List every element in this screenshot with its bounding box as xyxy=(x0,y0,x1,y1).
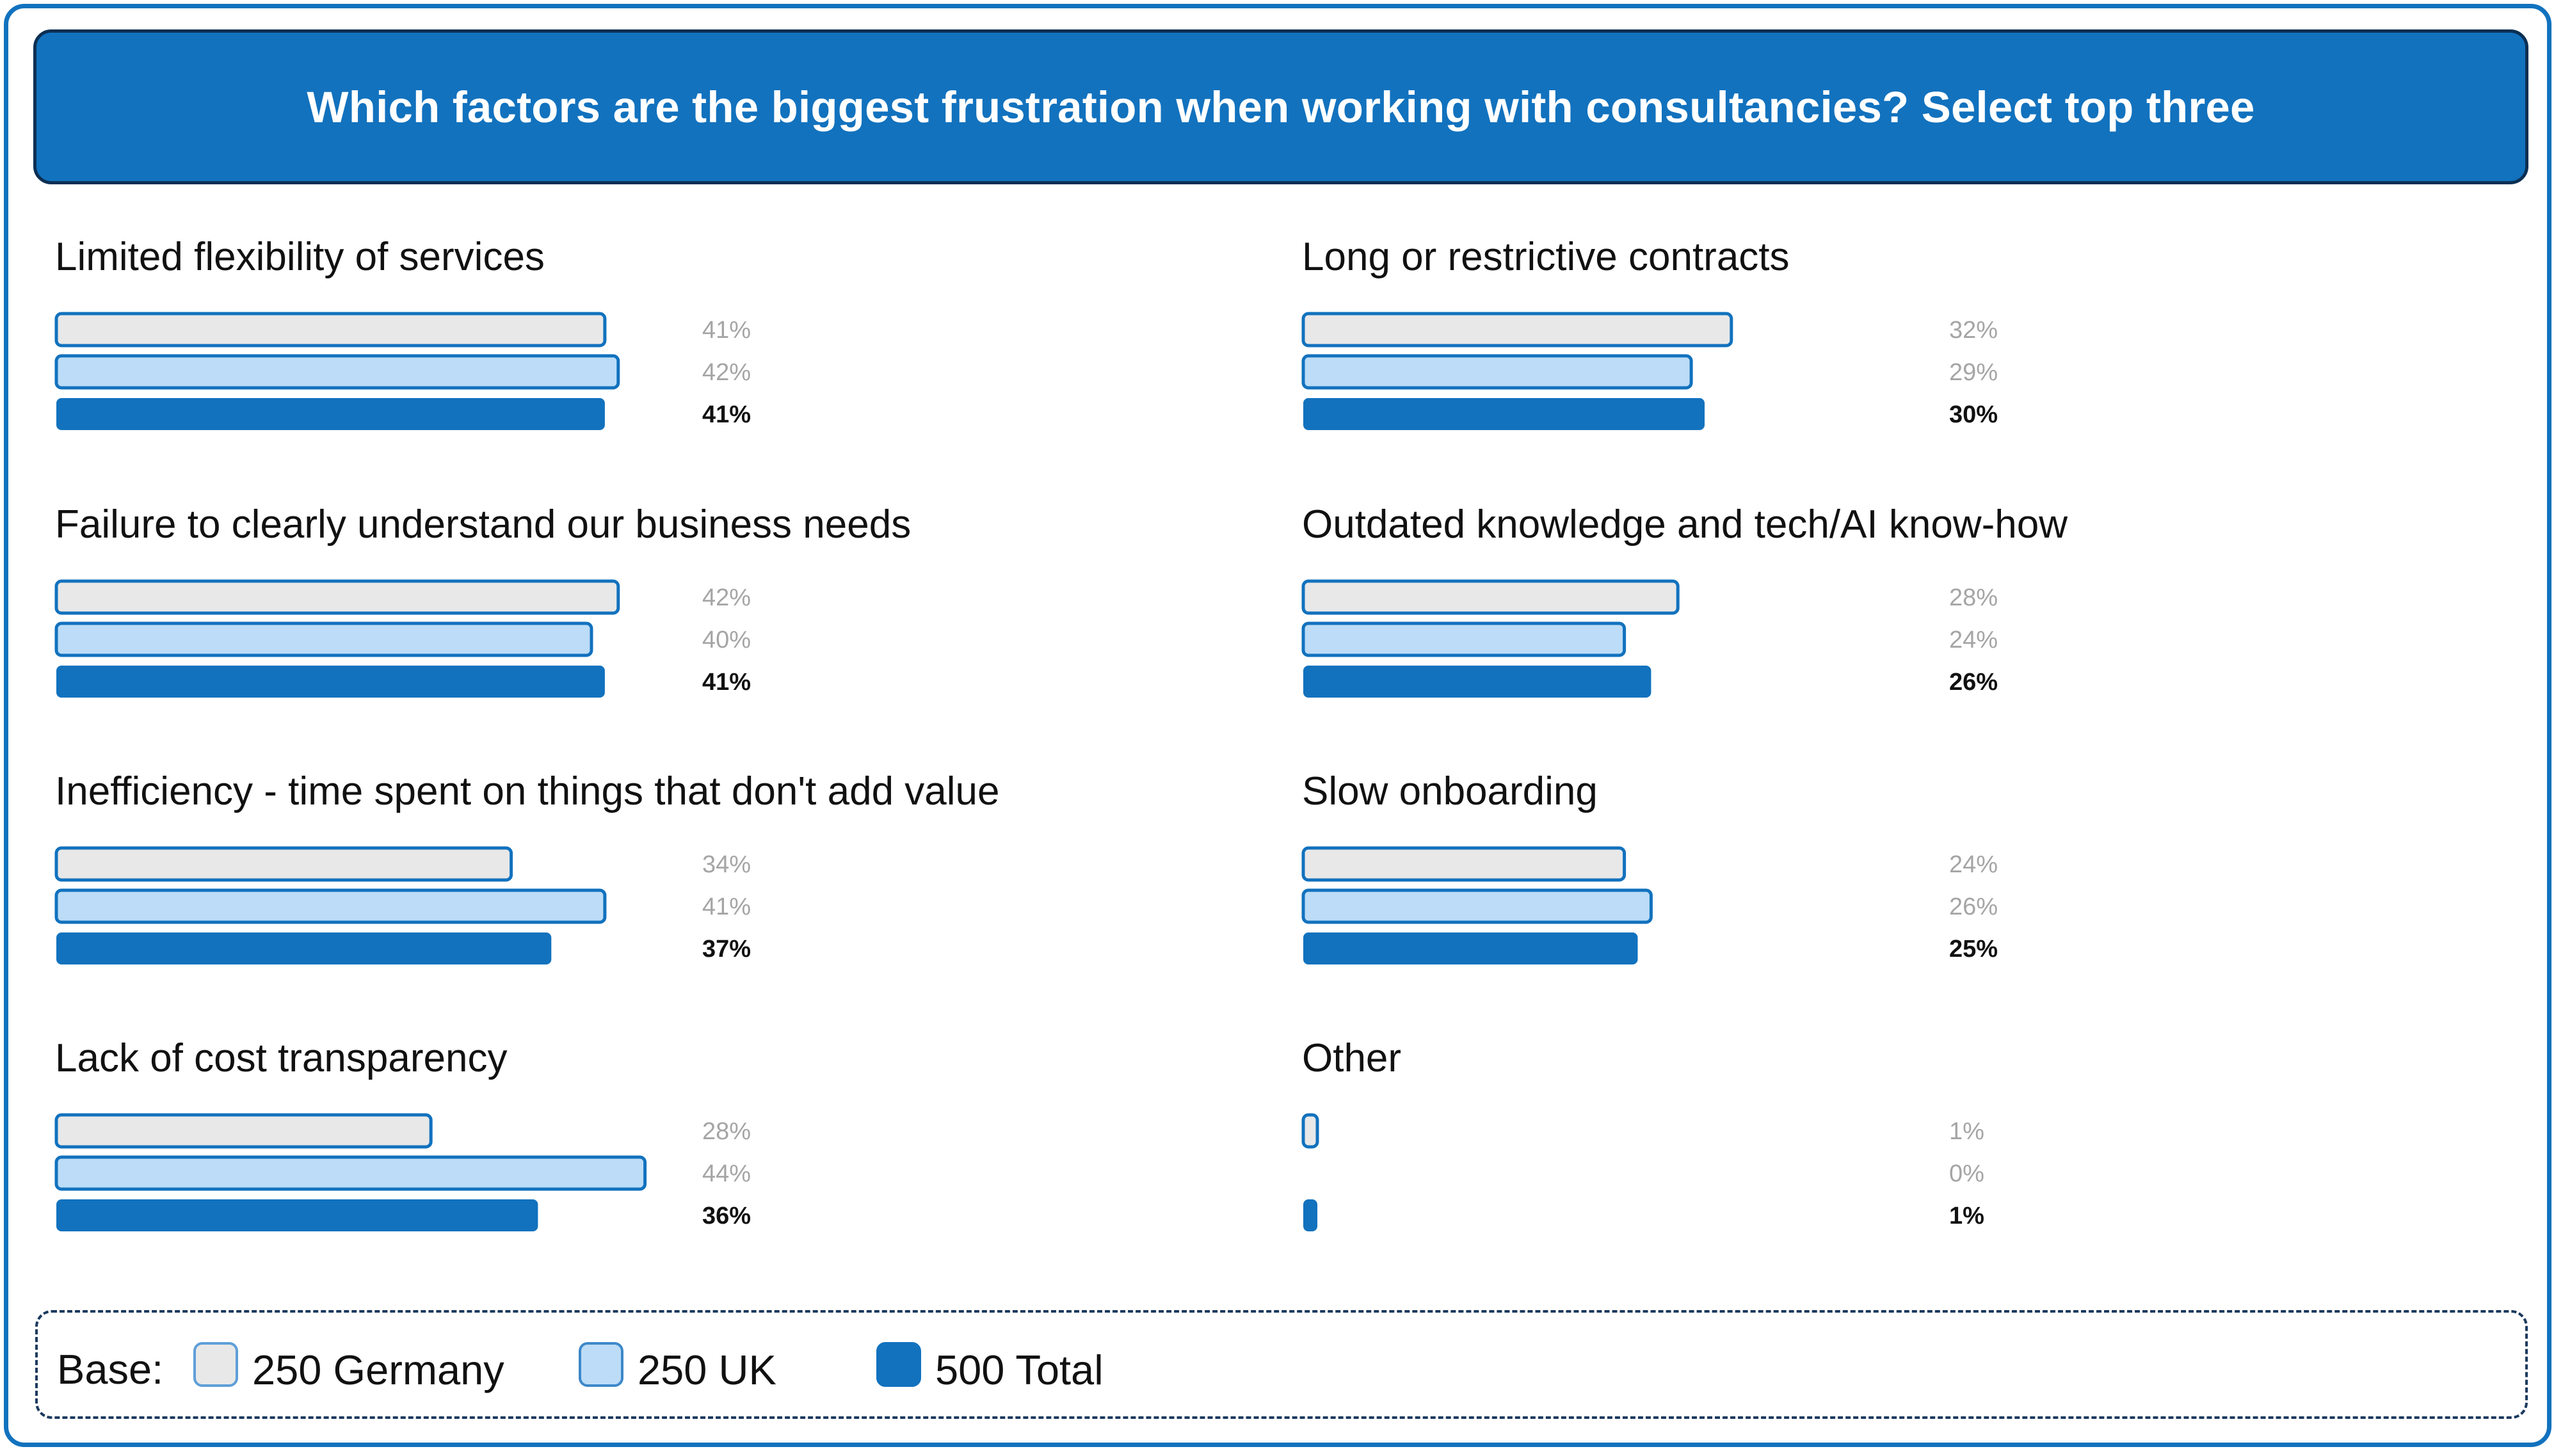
bar-total xyxy=(56,666,605,698)
value-label-uk: 26% xyxy=(1949,893,1998,920)
category-label: Outdated knowledge and tech/AI know-how xyxy=(1302,502,2068,547)
bar-total xyxy=(56,398,605,430)
category-label: Lack of cost transparency xyxy=(55,1036,507,1080)
title-banner: Which factors are the biggest frustratio… xyxy=(33,29,2528,184)
panel-5: Inefficiency - time spent on things that… xyxy=(54,769,1000,964)
value-label-germany: 41% xyxy=(702,317,751,344)
value-label-total: 25% xyxy=(1949,936,1998,963)
bar-total xyxy=(56,1199,538,1231)
bar-total xyxy=(1303,666,1651,698)
legend-swatch-uk xyxy=(579,1342,623,1387)
bar-total xyxy=(1303,932,1638,964)
panel-8: Other 1% 0% 1% xyxy=(1301,1036,1984,1231)
value-label-uk: 44% xyxy=(702,1160,751,1187)
value-label-total: 1% xyxy=(1949,1203,1984,1229)
value-label-total: 41% xyxy=(702,669,751,696)
value-label-germany: 34% xyxy=(702,851,751,878)
value-label-germany: 28% xyxy=(1949,584,1998,611)
value-label-total: 41% xyxy=(702,401,751,428)
value-label-germany: 28% xyxy=(702,1118,751,1145)
bar-germany xyxy=(54,312,607,348)
bar-germany xyxy=(1301,579,1680,615)
bar-uk xyxy=(1301,621,1627,657)
panel-1: Limited flexibility of services 41% 42% 41% xyxy=(54,235,751,430)
bar-uk xyxy=(1301,354,1693,390)
legend-base-label: Base: xyxy=(57,1346,164,1393)
value-label-total: 37% xyxy=(702,936,751,963)
value-label-uk: 29% xyxy=(1949,359,1998,386)
category-label: Failure to clearly understand our busine… xyxy=(55,502,911,547)
bar-germany xyxy=(1301,846,1627,882)
legend-label-germany: 250 Germany xyxy=(252,1347,504,1393)
panel-4: Outdated knowledge and tech/AI know-how 2… xyxy=(1301,502,2068,698)
value-label-uk: 42% xyxy=(702,359,751,386)
category-label: Long or restrictive contracts xyxy=(1302,235,1790,279)
category-label: Slow onboarding xyxy=(1302,769,1598,813)
panel-7: Lack of cost transparency 28% 44% 36% xyxy=(54,1036,751,1231)
bar-uk xyxy=(54,621,593,657)
legend-swatch-germany xyxy=(193,1342,238,1387)
value-label-total: 30% xyxy=(1949,401,1998,428)
legend-label-uk: 250 UK xyxy=(638,1347,776,1393)
panel-6: Slow onboarding 24% 26% 25% xyxy=(1301,769,1998,964)
value-label-germany: 42% xyxy=(702,584,751,611)
category-label: Inefficiency - time spent on things that… xyxy=(55,769,1000,813)
value-label-germany: 1% xyxy=(1949,1118,1984,1145)
value-label-uk: 40% xyxy=(702,627,751,653)
bar-uk xyxy=(54,888,607,924)
legend: Base: 250 Germany 250 UK 500 Total xyxy=(35,1310,2528,1419)
bar-total xyxy=(1303,1199,1317,1231)
category-label: Other xyxy=(1302,1036,1401,1080)
bar-total xyxy=(56,932,552,964)
legend-swatch-total xyxy=(876,1342,921,1387)
bar-germany xyxy=(1301,1113,1319,1149)
bar-germany xyxy=(1301,312,1733,348)
value-label-uk: 24% xyxy=(1949,627,1998,653)
bar-uk xyxy=(54,354,620,390)
category-label: Limited flexibility of services xyxy=(55,235,545,279)
value-label-uk: 0% xyxy=(1949,1160,1984,1187)
value-label-total: 36% xyxy=(702,1203,751,1229)
value-label-total: 26% xyxy=(1949,669,1998,696)
panel-3: Failure to clearly understand our busine… xyxy=(54,502,911,698)
legend-label-total: 500 Total xyxy=(935,1347,1104,1393)
bar-uk xyxy=(1301,888,1653,924)
panel-2: Long or restrictive contracts 32% 29% 30% xyxy=(1301,235,1998,430)
bar-germany xyxy=(54,579,620,615)
value-label-germany: 24% xyxy=(1949,851,1998,878)
bar-germany xyxy=(54,1113,433,1149)
value-label-uk: 41% xyxy=(702,893,751,920)
bar-germany xyxy=(54,846,513,882)
bar-total xyxy=(1303,398,1705,430)
chart-title: Which factors are the biggest frustratio… xyxy=(307,82,2255,132)
bar-uk xyxy=(54,1155,647,1191)
value-label-germany: 32% xyxy=(1949,317,1998,344)
